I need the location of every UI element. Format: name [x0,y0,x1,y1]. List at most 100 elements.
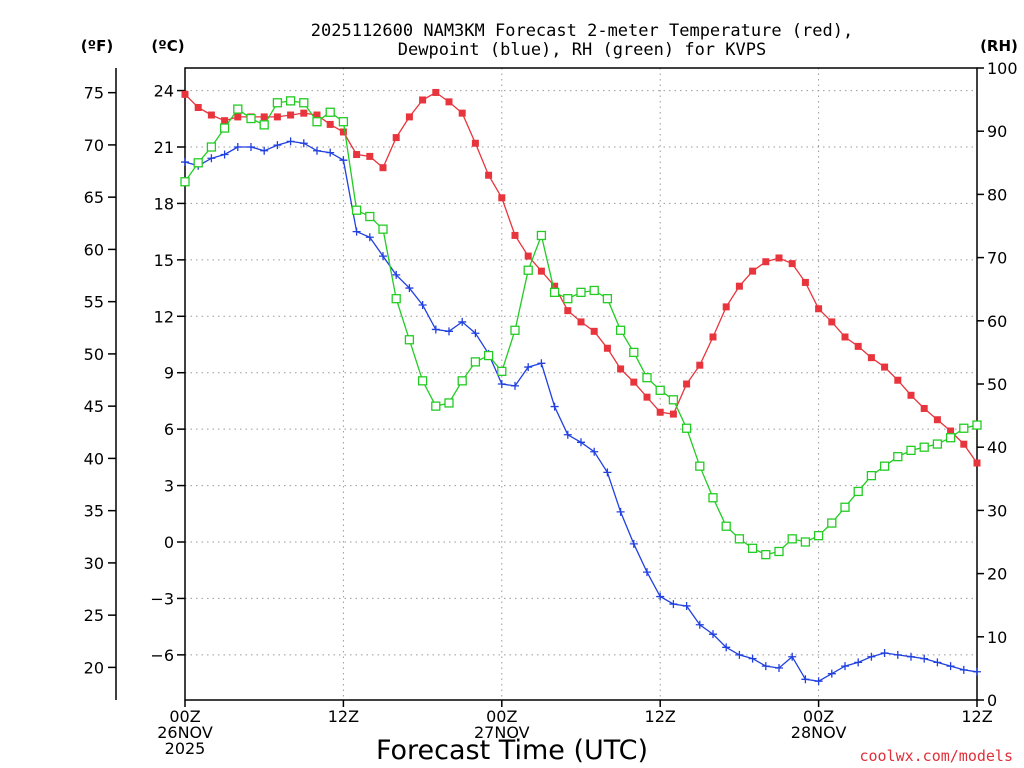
rh-point [193,158,203,168]
rh-point [576,287,586,298]
x-tick-label: 00Z [169,707,200,726]
fahrenheit-tick-label: 25 [84,606,104,625]
temperature-point [181,90,189,98]
dewpoint-point [418,301,427,309]
rh-point [827,518,837,528]
rh-point [774,546,784,557]
temperature-point [260,113,268,121]
rh-point [734,534,745,544]
series-dewpoint [181,137,981,686]
temperature-point [221,117,229,125]
fahrenheit-tick-label: 40 [84,449,104,468]
rh-point [338,117,349,127]
temperature-point [960,440,968,448]
dewpoint-point [445,327,453,336]
rh-point [510,325,520,335]
rh-point [404,335,415,345]
plot-border [184,67,978,701]
dewpoint-point [854,658,863,667]
temperature-point [828,318,836,326]
temperature-point [920,404,928,412]
temperature-point [353,151,361,159]
rh-point [365,211,375,222]
celsius-tick-label: 15 [154,251,174,270]
rh-point [523,265,533,275]
rh-point [497,366,507,377]
dewpoint-point [392,270,401,279]
dewpoint-point [181,158,189,167]
rh-point [378,224,388,234]
temperature-point [656,408,664,416]
celsius-tick-label: −6 [150,646,174,665]
dewpoint-point [761,662,770,671]
dewpoint-point [880,648,889,657]
dewpoint-point [497,380,506,388]
rh-point [417,376,428,386]
dewpoint-point [788,652,797,661]
rh-tick-label: 60 [987,312,1007,331]
dewpoint-point [550,402,559,411]
chart-title-line2: Dewpoint (blue), RH (green) for KVPS [398,40,766,60]
x-tick-label: 12Z [961,707,992,726]
dewpoint-point [537,359,546,368]
dewpoint-point [629,539,638,548]
rh-point [589,285,599,296]
dewpoint-point [431,325,440,334]
temperature-point [788,260,796,268]
rh-point [919,442,929,452]
rh-point [457,376,467,386]
dewpoint-point [907,652,915,661]
temperature-point [564,307,572,315]
temperature-point [524,252,532,260]
temperature-point [801,278,809,286]
dewpoint-point [827,669,836,678]
rh-point [246,113,256,124]
dewpoint-line [184,140,978,682]
rh-point [285,96,296,106]
rh-tick-label: 90 [987,122,1007,141]
x-tick-label: 12Z [645,707,676,726]
dewpoint-point [286,137,295,146]
x-tick-label: 27NOV [474,723,530,742]
rh-point [563,294,573,304]
temperature-point [498,194,506,202]
rh-point [959,423,969,433]
temperature-point [973,459,981,467]
rh-point [312,117,322,127]
rh-point [325,107,335,117]
temperature-point [762,258,770,266]
rh-point [945,433,956,443]
rh-point [668,395,679,405]
rh-line [184,100,978,556]
chart-title-line1: 2025112600 NAM3KM Forecast 2-meter Tempe… [311,21,853,41]
dewpoint-point [260,146,269,155]
rh-point [536,230,547,241]
rh-point [233,104,243,114]
temperature-point [907,391,915,399]
rh-point [840,502,850,512]
dewpoint-point [365,233,374,242]
rh-point [272,98,283,108]
x-tick-label: 00Z [803,707,834,726]
dewpoint-point [471,329,480,338]
rh-point [800,537,811,547]
dewpoint-point [920,654,929,663]
rh-point [602,294,613,304]
rh-tick-label: 50 [987,375,1007,394]
axes: 24211815129630−3−67570656055504540353025… [84,59,1018,758]
temperature-point [485,171,493,179]
celsius-tick-label: 6 [164,420,174,439]
temperature-point [603,344,611,352]
fahrenheit-tick-label: 45 [84,397,104,416]
fahrenheit-tick-label: 50 [84,345,104,364]
temperature-point [419,96,427,104]
celsius-tick-label: 12 [154,307,174,326]
celsius-tick-label: 18 [154,194,174,213]
rh-point [655,385,665,395]
dewpoint-point [748,654,757,663]
x-tick-label: 2025 [165,739,206,758]
rh-point [206,142,217,152]
dewpoint-point [709,630,717,639]
rh-point [695,461,705,471]
